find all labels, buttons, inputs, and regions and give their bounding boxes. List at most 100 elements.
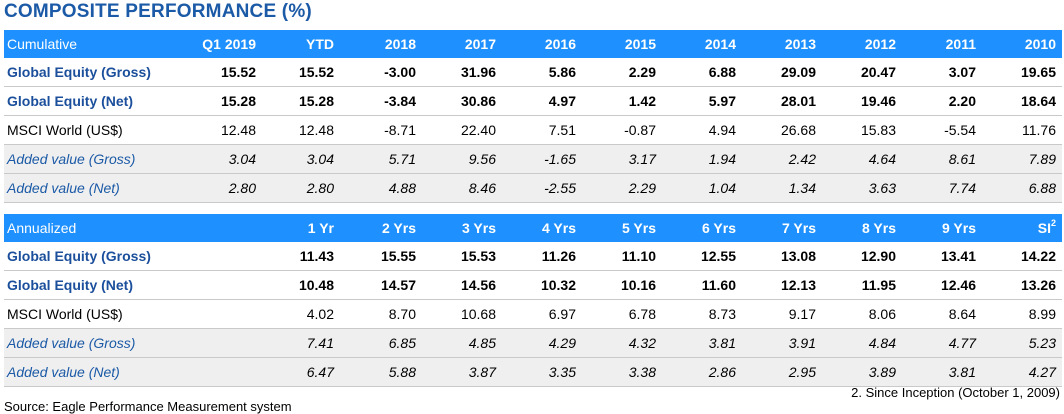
table-cell: 3.07 xyxy=(902,58,982,87)
column-header: 2013 xyxy=(742,30,822,58)
table-cell: 11.26 xyxy=(502,242,582,271)
table-cell: 15.83 xyxy=(822,115,902,145)
annualized-section-label: Annualized xyxy=(4,214,172,242)
table-cell: 5.23 xyxy=(982,328,1062,358)
table-cell: 4.94 xyxy=(662,115,742,145)
table-cell: -5.54 xyxy=(902,115,982,145)
row-label: Added value (Gross) xyxy=(4,144,172,174)
column-header: 2014 xyxy=(662,30,742,58)
column-header: YTD xyxy=(262,30,340,58)
table-cell: 3.04 xyxy=(262,144,340,174)
annualized-table: Annualized 1 Yr 2 Yrs 3 Yrs 4 Yrs 5 Yrs 6 Yrs 7… xyxy=(4,214,1062,387)
table-cell: 18.64 xyxy=(982,86,1062,116)
table-cell: 4.97 xyxy=(502,86,582,116)
column-header: 7 Yrs xyxy=(742,214,822,242)
annualized-header-row: Annualized 1 Yr 2 Yrs 3 Yrs 4 Yrs 5 Yrs 6 Yrs 7… xyxy=(4,214,1062,242)
table-cell: 15.52 xyxy=(262,58,340,87)
table-cell: 3.35 xyxy=(502,357,582,387)
table-cell: 3.17 xyxy=(582,144,662,174)
table-cell: 4.32 xyxy=(582,328,662,358)
source-note: Source: Eagle Performance Measurement sy… xyxy=(4,399,292,414)
table-cell: 5.86 xyxy=(502,58,582,87)
table-cell: 26.68 xyxy=(742,115,822,145)
table-cell: 14.56 xyxy=(422,270,502,300)
table-cell: 12.48 xyxy=(172,115,262,145)
table-cell: 6.47 xyxy=(262,357,340,387)
table-cell: 20.47 xyxy=(822,58,902,87)
table-cell: 13.41 xyxy=(902,242,982,271)
cumulative-table: Cumulative Q1 2019 YTD 2018 2017 2016 2015 2014… xyxy=(4,30,1062,203)
column-header: 5 Yrs xyxy=(582,214,662,242)
table-cell: 5.71 xyxy=(340,144,422,174)
table-cell: -0.87 xyxy=(582,115,662,145)
table-cell: 2.95 xyxy=(742,357,822,387)
table-cell: 15.53 xyxy=(422,242,502,271)
table-cell: -2.55 xyxy=(502,173,582,203)
table-cell: 15.28 xyxy=(262,86,340,116)
table-cell: 2.29 xyxy=(582,58,662,87)
row-label: Global Equity (Net) xyxy=(4,270,172,300)
table-cell: 11.60 xyxy=(662,270,742,300)
table-cell: 1.04 xyxy=(662,173,742,203)
table-cell: 6.85 xyxy=(340,328,422,358)
table-cell: 29.09 xyxy=(742,58,822,87)
table-cell: 14.22 xyxy=(982,242,1062,271)
table-cell xyxy=(172,270,262,300)
table-cell: 7.51 xyxy=(502,115,582,145)
table-cell: 12.55 xyxy=(662,242,742,271)
table-cell: 6.88 xyxy=(662,58,742,87)
table-cell: 3.89 xyxy=(822,357,902,387)
table-cell: 15.55 xyxy=(340,242,422,271)
table-cell: 11.95 xyxy=(822,270,902,300)
table-cell: 8.73 xyxy=(662,299,742,329)
row-label: Added value (Net) xyxy=(4,173,172,203)
cumulative-header-row: Cumulative Q1 2019 YTD 2018 2017 2016 2015 2014… xyxy=(4,30,1062,58)
page-title: COMPOSITE PERFORMANCE (%) xyxy=(4,1,312,22)
table-cell: 10.68 xyxy=(422,299,502,329)
table-cell: 2.80 xyxy=(172,173,262,203)
table-cell: 2.86 xyxy=(662,357,742,387)
column-header: 2015 xyxy=(582,30,662,58)
table-cell: -3.00 xyxy=(340,58,422,87)
row-label: Added value (Gross) xyxy=(4,328,172,358)
column-header: 6 Yrs xyxy=(662,214,742,242)
table-cell: 3.91 xyxy=(742,328,822,358)
table-cell: 6.88 xyxy=(982,173,1062,203)
table-cell: 19.65 xyxy=(982,58,1062,87)
table-cell: 12.48 xyxy=(262,115,340,145)
table-cell: 14.57 xyxy=(340,270,422,300)
table-cell: 15.52 xyxy=(172,58,262,87)
table-cell: 8.61 xyxy=(902,144,982,174)
table-cell: 28.01 xyxy=(742,86,822,116)
table-cell: 2.20 xyxy=(902,86,982,116)
table-cell: 8.06 xyxy=(822,299,902,329)
table-row: Added value (Net) 2.80 2.80 4.88 8.46 -2.55 2.… xyxy=(4,173,1062,203)
table-cell: 12.46 xyxy=(902,270,982,300)
column-header: 2018 xyxy=(340,30,422,58)
column-header: 2017 xyxy=(422,30,502,58)
table-cell xyxy=(172,299,262,329)
column-header: 9 Yrs xyxy=(902,214,982,242)
column-header: 2 Yrs xyxy=(340,214,422,242)
table-cell: 11.76 xyxy=(982,115,1062,145)
table-cell: 5.88 xyxy=(340,357,422,387)
column-header: 2016 xyxy=(502,30,582,58)
table-cell: 1.34 xyxy=(742,173,822,203)
table-cell: 4.29 xyxy=(502,328,582,358)
table-cell: 15.28 xyxy=(172,86,262,116)
column-header: 4 Yrs xyxy=(502,214,582,242)
row-label: MSCI World (US$) xyxy=(4,115,172,145)
table-row: Added value (Net) 6.47 5.88 3.87 3.35 3.38 2.8… xyxy=(4,357,1062,387)
table-cell xyxy=(172,357,262,387)
column-header: 8 Yrs xyxy=(822,214,902,242)
table-cell: 1.42 xyxy=(582,86,662,116)
table-cell: 31.96 xyxy=(422,58,502,87)
table-cell: 4.77 xyxy=(902,328,982,358)
table-cell: 3.04 xyxy=(172,144,262,174)
table-cell: 2.80 xyxy=(262,173,340,203)
table-cell xyxy=(172,242,262,271)
table-cell: -8.71 xyxy=(340,115,422,145)
table-cell xyxy=(172,328,262,358)
table-cell: 5.97 xyxy=(662,86,742,116)
table-cell: 8.46 xyxy=(422,173,502,203)
